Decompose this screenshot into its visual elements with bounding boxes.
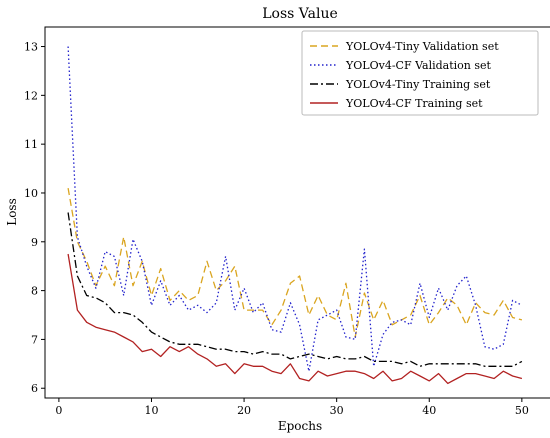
x-tick-label: 40 xyxy=(422,404,436,417)
ticks-layer: 0 10 20 30 40 50 6 7 8 9 10 11 12 13 xyxy=(24,41,529,417)
y-axis-label: Loss xyxy=(5,198,19,226)
x-axis-label: Epochs xyxy=(278,419,322,433)
legend-label-3: YOLOv4-CF Training set xyxy=(345,97,483,110)
y-tick-label: 8 xyxy=(31,285,38,298)
x-tick-label: 0 xyxy=(55,404,62,417)
y-tick-label: 7 xyxy=(31,333,38,346)
chart-title: Loss Value xyxy=(262,6,338,22)
series-line-3 xyxy=(67,253,523,385)
legend: YOLOv4-Tiny Validation set YOLOv4-CF Vali… xyxy=(301,30,539,116)
x-tick-label: 10 xyxy=(144,404,158,417)
y-tick-label: 9 xyxy=(31,236,38,249)
y-tick-label: 6 xyxy=(31,382,38,395)
x-tick-label: 20 xyxy=(237,404,251,417)
legend-label-2: YOLOv4-Tiny Training set xyxy=(345,78,491,91)
series-layer xyxy=(67,46,523,385)
legend-label-1: YOLOv4-CF Validation set xyxy=(345,59,492,72)
y-tick-label: 10 xyxy=(24,187,38,200)
series-line-2 xyxy=(67,212,523,367)
legend-label-0: YOLOv4-Tiny Validation set xyxy=(345,40,499,53)
y-tick-label: 12 xyxy=(24,89,38,102)
plot-frame xyxy=(44,26,550,399)
x-tick-label: 30 xyxy=(330,404,344,417)
series-line-1 xyxy=(67,46,523,372)
legend-box xyxy=(301,30,539,116)
y-tick-label: 13 xyxy=(24,41,38,54)
x-tick-label: 50 xyxy=(515,404,529,417)
y-tick-label: 11 xyxy=(24,138,38,151)
